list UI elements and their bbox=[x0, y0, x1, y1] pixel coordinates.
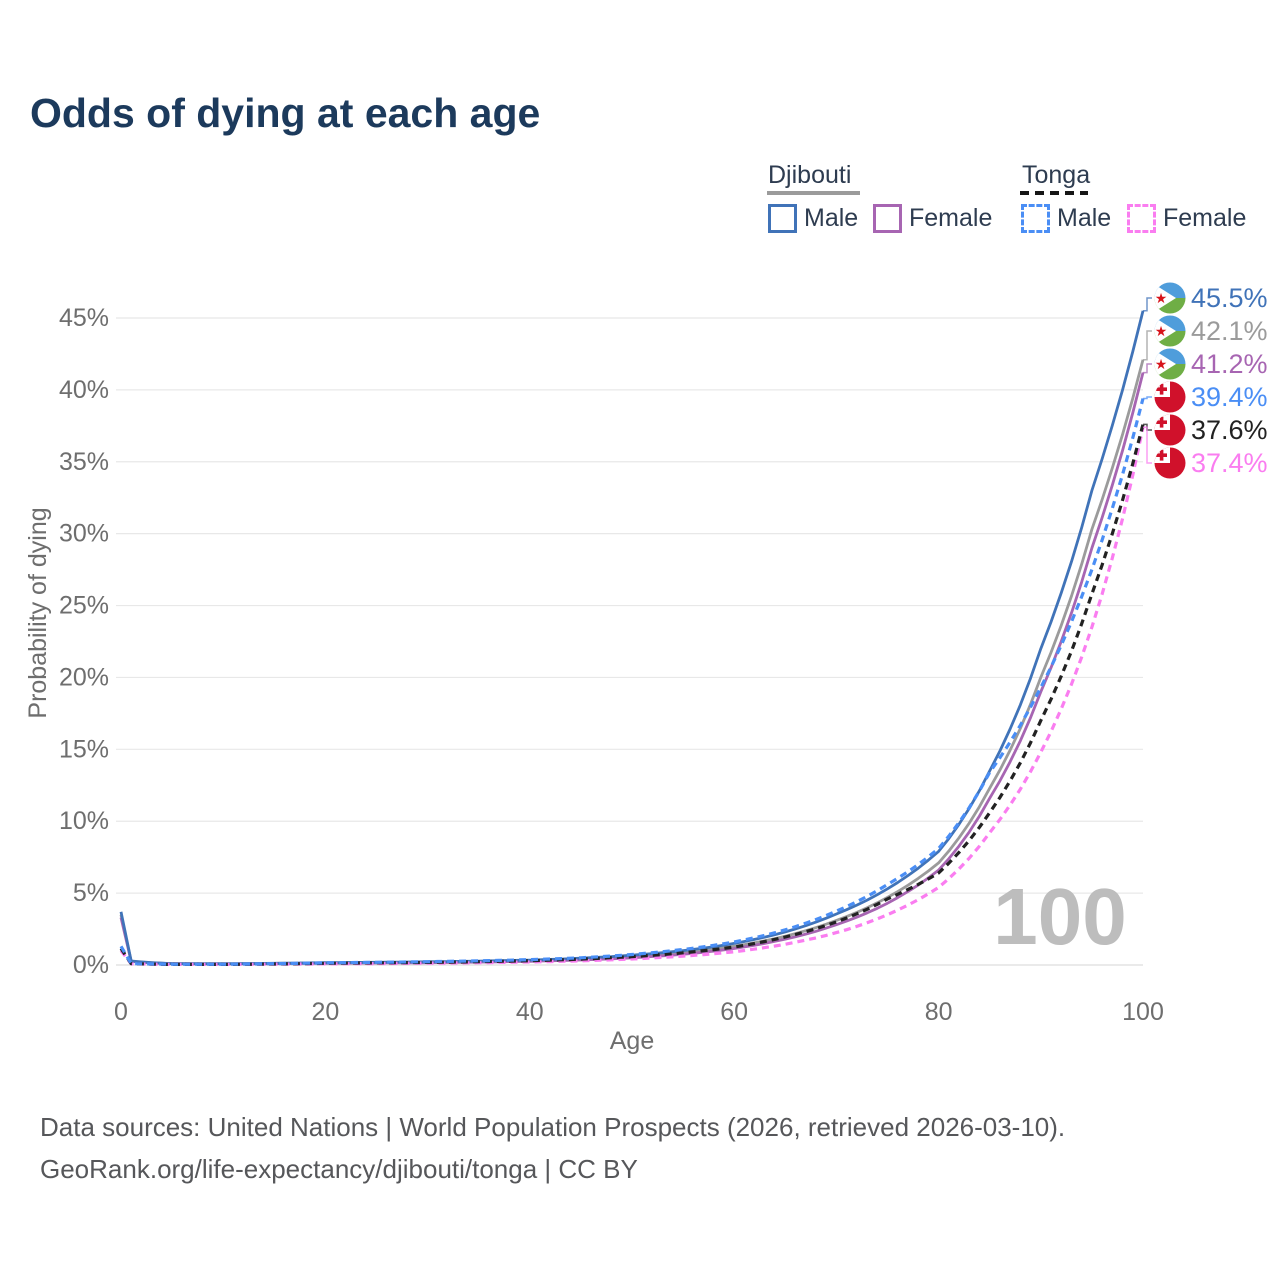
legend-item-djibouti-male[interactable]: Male bbox=[768, 204, 858, 233]
line-tonga-both[interactable] bbox=[119, 423, 1145, 966]
x-axis-title: Age bbox=[610, 1027, 654, 1055]
x-tick-label: 20 bbox=[311, 998, 339, 1026]
tonga-flag-icon bbox=[1154, 447, 1186, 479]
y-tick-label: 30% bbox=[59, 520, 109, 548]
x-tick-label: 60 bbox=[720, 998, 748, 1026]
legend-item-djibouti-female[interactable]: Female bbox=[873, 204, 992, 233]
legend-swatch-tonga-female bbox=[1127, 204, 1156, 233]
line-djibouti-male[interactable] bbox=[119, 310, 1145, 966]
end-label-connector bbox=[1143, 330, 1152, 361]
y-tick-label: 45% bbox=[59, 304, 109, 332]
legend-group-title-djibouti: Djibouti bbox=[768, 161, 852, 189]
y-tick-label: 20% bbox=[59, 663, 109, 691]
end-value-label-djibouti-female: 41.2% bbox=[1191, 349, 1268, 379]
y-tick-label: 0% bbox=[73, 951, 109, 979]
tonga-flag-icon bbox=[1154, 381, 1186, 413]
y-tick-label: 15% bbox=[59, 735, 109, 763]
y-tick-label: 10% bbox=[59, 807, 109, 835]
legend-label-tonga-male: Male bbox=[1057, 204, 1112, 232]
y-tick-label: 40% bbox=[59, 376, 109, 404]
legend-label-djibouti-male: Male bbox=[804, 204, 859, 232]
hover-age-watermark: 100 bbox=[993, 872, 1126, 961]
y-axis-title: Probability of dying bbox=[24, 507, 52, 718]
svg-text:★: ★ bbox=[1155, 290, 1168, 306]
djibouti-flag-icon: ★ bbox=[1154, 315, 1186, 347]
x-tick-label: 80 bbox=[925, 998, 953, 1026]
end-value-label-djibouti-male: 45.5% bbox=[1191, 283, 1268, 313]
attribution-line: GeoRank.org/life-expectancy/djibouti/ton… bbox=[40, 1154, 638, 1184]
x-tick-label: 40 bbox=[516, 998, 544, 1026]
line-tonga-male[interactable] bbox=[119, 398, 1145, 966]
end-value-label-djibouti-both: 42.1% bbox=[1191, 316, 1268, 346]
x-tick-label: 100 bbox=[1122, 998, 1164, 1026]
end-value-label-tonga-female: 37.4% bbox=[1191, 448, 1268, 478]
legend-swatch-djibouti-female bbox=[873, 204, 902, 233]
y-tick-label: 5% bbox=[73, 879, 109, 907]
end-label-connector bbox=[1143, 363, 1152, 374]
line-tonga-female[interactable] bbox=[119, 426, 1145, 966]
x-tick-label: 0 bbox=[114, 998, 128, 1026]
svg-text:★: ★ bbox=[1155, 356, 1168, 372]
legend-swatch-tonga-male bbox=[1021, 204, 1050, 233]
djibouti-flag-icon: ★ bbox=[1154, 282, 1186, 314]
chart-title: Odds of dying at each age bbox=[30, 90, 541, 136]
legend-underline-djibouti bbox=[767, 191, 860, 195]
legend-underline-tonga bbox=[1020, 191, 1088, 195]
line-djibouti-both[interactable] bbox=[119, 359, 1145, 966]
end-label-connector bbox=[1143, 426, 1152, 464]
data-sources-line: Data sources: United Nations | World Pop… bbox=[40, 1112, 1066, 1142]
y-tick-label: 25% bbox=[59, 592, 109, 620]
y-tick-label: 35% bbox=[59, 448, 109, 476]
end-label-connector bbox=[1143, 297, 1152, 312]
legend-label-djibouti-female: Female bbox=[909, 204, 993, 232]
djibouti-flag-icon: ★ bbox=[1154, 348, 1186, 380]
legend-swatch-djibouti-male bbox=[768, 204, 797, 233]
end-value-label-tonga-both: 37.6% bbox=[1191, 415, 1268, 445]
legend-label-tonga-female: Female bbox=[1163, 204, 1247, 232]
end-label-connector bbox=[1143, 396, 1152, 400]
tonga-flag-icon bbox=[1154, 414, 1186, 446]
end-value-label-tonga-male: 39.4% bbox=[1191, 382, 1268, 412]
chart-footer: Data sources: United Nations | World Pop… bbox=[40, 1106, 1065, 1190]
svg-text:★: ★ bbox=[1155, 323, 1168, 339]
legend-group-title-tonga: Tonga bbox=[1022, 161, 1091, 189]
legend-item-tonga-female[interactable]: Female bbox=[1127, 204, 1246, 233]
legend-item-tonga-male[interactable]: Male bbox=[1021, 204, 1111, 233]
